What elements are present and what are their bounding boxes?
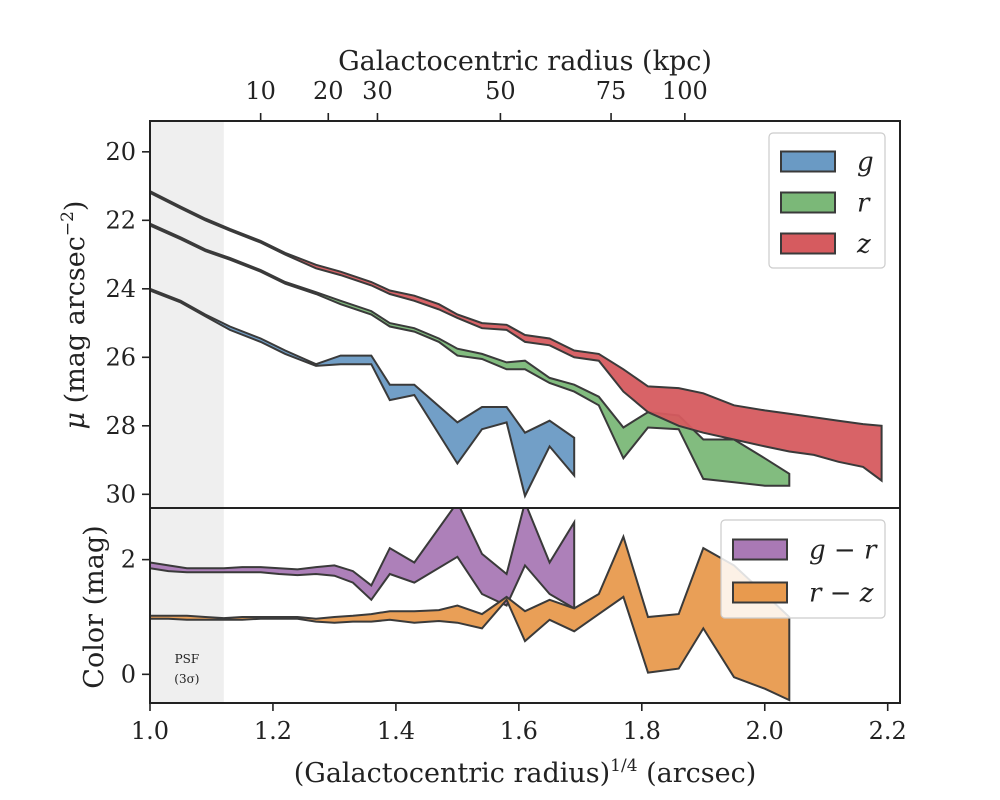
mu-legend-label: z — [856, 230, 871, 260]
color-legend-swatch — [732, 538, 788, 561]
mu-band-g — [150, 287, 576, 499]
top-x-axis-title: Galactocentric radius (kpc) — [338, 46, 712, 77]
x-tick-label: 1.2 — [254, 717, 292, 745]
bottom-y-axis-title: Color (mag) — [79, 525, 110, 688]
bottom-x-axis-title: (Galactocentric radius)1/4 (arcsec) — [294, 756, 757, 789]
top-x-tick-label: 50 — [485, 77, 516, 105]
color-legend-label: g − r — [809, 536, 878, 566]
x-tick-label: 1.4 — [377, 717, 415, 745]
top-x-tick-label: 100 — [662, 77, 708, 105]
y-tick-label: 30 — [105, 480, 136, 508]
color-y-tick-label: 2 — [121, 546, 136, 574]
psf-label: PSF — [175, 652, 200, 666]
top-y-axis-title: μ (mag arcsec−2) — [58, 201, 91, 430]
color-legend-swatch — [732, 581, 788, 604]
psf-shaded-region-top — [150, 121, 224, 508]
mu-legend-label: g — [857, 148, 874, 178]
mu-legend: grz — [768, 132, 886, 269]
y-tick-label: 24 — [105, 275, 136, 303]
y-tick-label: 26 — [105, 343, 136, 371]
top-x-tick-label: 10 — [245, 77, 276, 105]
mu-legend-swatch — [780, 150, 836, 173]
top-x-tick-label: 75 — [596, 77, 627, 105]
y-tick-label: 20 — [105, 138, 136, 166]
bottom-panel-frame — [149, 507, 901, 704]
mu-legend-swatch — [780, 232, 836, 255]
mu-legend-label: r — [857, 189, 871, 219]
color-band-rz — [150, 533, 791, 702]
x-tick-label: 2.2 — [869, 717, 907, 745]
mu-band-z — [150, 190, 883, 483]
x-tick-label: 1.0 — [131, 717, 169, 745]
x-tick-label: 1.6 — [500, 717, 538, 745]
psf-shaded-region-bottom — [150, 508, 224, 703]
color-legend: g − r r − z — [720, 519, 886, 619]
y-tick-label: 22 — [105, 206, 136, 234]
x-tick-label: 2.0 — [746, 717, 784, 745]
mu-legend-swatch — [780, 191, 836, 214]
top-x-tick-label: 20 — [313, 77, 344, 105]
top-x-tick-label: 30 — [362, 77, 393, 105]
x-tick-label: 1.8 — [623, 717, 661, 745]
color-legend-label: r − z — [809, 579, 874, 609]
color-y-tick-label: 0 — [121, 660, 136, 688]
mu-band-r — [150, 222, 791, 487]
psf-label-sigma: (3σ) — [174, 672, 199, 686]
y-tick-label: 28 — [105, 412, 136, 440]
